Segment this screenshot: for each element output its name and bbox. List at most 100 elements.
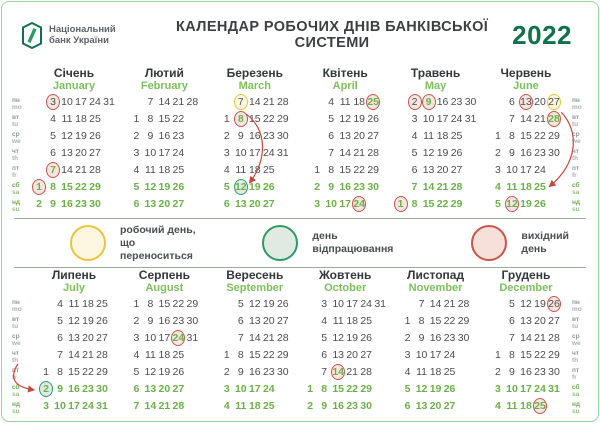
day-number: 30	[276, 129, 289, 142]
day-number	[220, 296, 234, 312]
week-day-row: 1 8 15 22 29	[491, 346, 561, 363]
week-day-row: 5 12 19 26	[129, 178, 199, 195]
day-number: 9	[147, 314, 154, 327]
week-day-row: 4 11 18 25	[32, 110, 116, 127]
day-cell	[102, 110, 116, 127]
day-cell: 30	[366, 178, 380, 195]
day-cell	[32, 161, 46, 178]
legend-item-dayoff: вихідний день	[471, 225, 586, 261]
day-cell: 20	[533, 312, 547, 329]
week-day-row: 6 13 20 27	[394, 161, 478, 178]
day-cell	[491, 295, 505, 312]
day-number: 3	[495, 382, 501, 395]
day-number: 23	[346, 399, 359, 412]
week-day-row: 5 12 19 26	[303, 329, 387, 346]
month-grid: 6 13 20 27 7 14 21 28 1 8 15 22 29 2 9 16 23 30 3 10 17 24 4 11…	[491, 93, 561, 212]
day-number: 13	[68, 331, 80, 344]
day-cell: 3	[491, 380, 505, 397]
day-label-mo: пн mo	[12, 298, 32, 315]
day-label-ua: чт	[12, 350, 19, 357]
day-number: 7	[133, 399, 140, 412]
day-cell: 5	[129, 363, 143, 380]
day-number: 29	[367, 163, 380, 176]
week-day-row: 6 13 20 27	[303, 346, 387, 363]
day-label-en: tu	[12, 120, 19, 128]
day-number: 21	[262, 331, 275, 344]
day-number: 14	[520, 112, 532, 125]
day-cell: 23	[345, 397, 359, 414]
week-day-row: 4 11 18 25	[129, 346, 199, 363]
day-cell: 26	[276, 295, 290, 312]
day-cell: 1	[220, 110, 234, 127]
day-cell: 25	[443, 363, 457, 380]
month-name-ua: Жовтень	[318, 268, 372, 282]
day-number: 27	[96, 331, 108, 344]
day-number: 26	[172, 365, 185, 378]
day-number	[373, 364, 387, 380]
day-number: 25	[262, 399, 275, 412]
week-day-row: 4 11 18 25	[401, 363, 471, 380]
day-number	[303, 330, 317, 346]
day-cell: 14	[331, 363, 346, 380]
day-number: 6	[509, 314, 515, 327]
day-cell: 12	[233, 178, 248, 195]
day-cell: 11	[505, 178, 519, 195]
day-cell: 18	[429, 363, 443, 380]
day-cell: 18	[157, 161, 171, 178]
month-name-ua: Серпень	[138, 268, 190, 282]
day-cell: 26	[366, 110, 380, 127]
day-cell: 20	[436, 161, 450, 178]
week-day-row: 2 9 16 23 30	[32, 195, 116, 212]
month-grid: 3 10 17 24 31 4 11 18 25 5 12 19 26 6 13 20 27 7 14 21 28 1 8 1…	[303, 295, 387, 414]
day-cell: 30	[185, 312, 199, 329]
day-cell: 10	[53, 397, 67, 414]
week-day-row: 6 13 20 27	[220, 195, 290, 212]
week-day-row: 2 9 16 23	[129, 127, 199, 144]
day-cell: 12	[504, 195, 519, 212]
day-label-tu: вт tu	[12, 113, 32, 130]
day-number	[394, 94, 408, 110]
day-number: 15	[248, 112, 261, 125]
month-name-en: March	[238, 80, 271, 92]
day-number: 6	[321, 348, 328, 361]
day-number: 4	[133, 348, 140, 361]
day-cell: 30	[276, 363, 290, 380]
day-cell: 9	[505, 363, 519, 380]
legend: робочий день, що переноситься день відпрацю…	[14, 218, 586, 268]
day-cell: 6	[317, 346, 331, 363]
day-label-ua: нд	[12, 401, 21, 408]
week-day-row: 1 8 15 22 29	[32, 178, 116, 195]
day-number: 26	[89, 129, 101, 142]
week-day-row: 2 9 16 23 30	[401, 329, 471, 346]
day-number: 12	[332, 331, 345, 344]
day-cell: 8	[233, 110, 248, 127]
day-number: 26	[450, 146, 463, 159]
day-number: 22	[262, 112, 275, 125]
day-number	[373, 398, 387, 414]
day-cell: 8	[505, 346, 519, 363]
day-number: 15	[339, 163, 352, 176]
day-cell: 13	[234, 195, 248, 212]
week-day-row: 5 12 19 26	[32, 127, 116, 144]
day-number	[32, 128, 46, 144]
day-number: 28	[360, 365, 373, 378]
day-number: 4	[133, 163, 140, 176]
day-number: 14	[61, 163, 73, 176]
day-number: 21	[436, 180, 449, 193]
day-number: 16	[248, 129, 261, 142]
week-day-row: 5 12 19 26	[491, 295, 561, 312]
day-number: 22	[534, 348, 546, 361]
day-number	[464, 196, 478, 212]
day-number: 6	[133, 197, 140, 210]
day-cell	[464, 195, 478, 212]
month-block-march: Березень March 7 14 21 28 1 8 15 22 29 2 9 16 23 30 3 10 1…	[213, 66, 297, 218]
week-day-row: 1 8 15 22 29	[39, 363, 109, 380]
day-cell: 23	[262, 363, 276, 380]
day-cell: 15	[60, 178, 74, 195]
day-number: 13	[332, 348, 345, 361]
day-cell: 3	[220, 380, 234, 397]
day-label-en: sa	[12, 188, 20, 196]
week-day-row: 5 12 19 26	[129, 363, 199, 380]
day-number	[185, 398, 199, 414]
day-number: 8	[509, 348, 515, 361]
